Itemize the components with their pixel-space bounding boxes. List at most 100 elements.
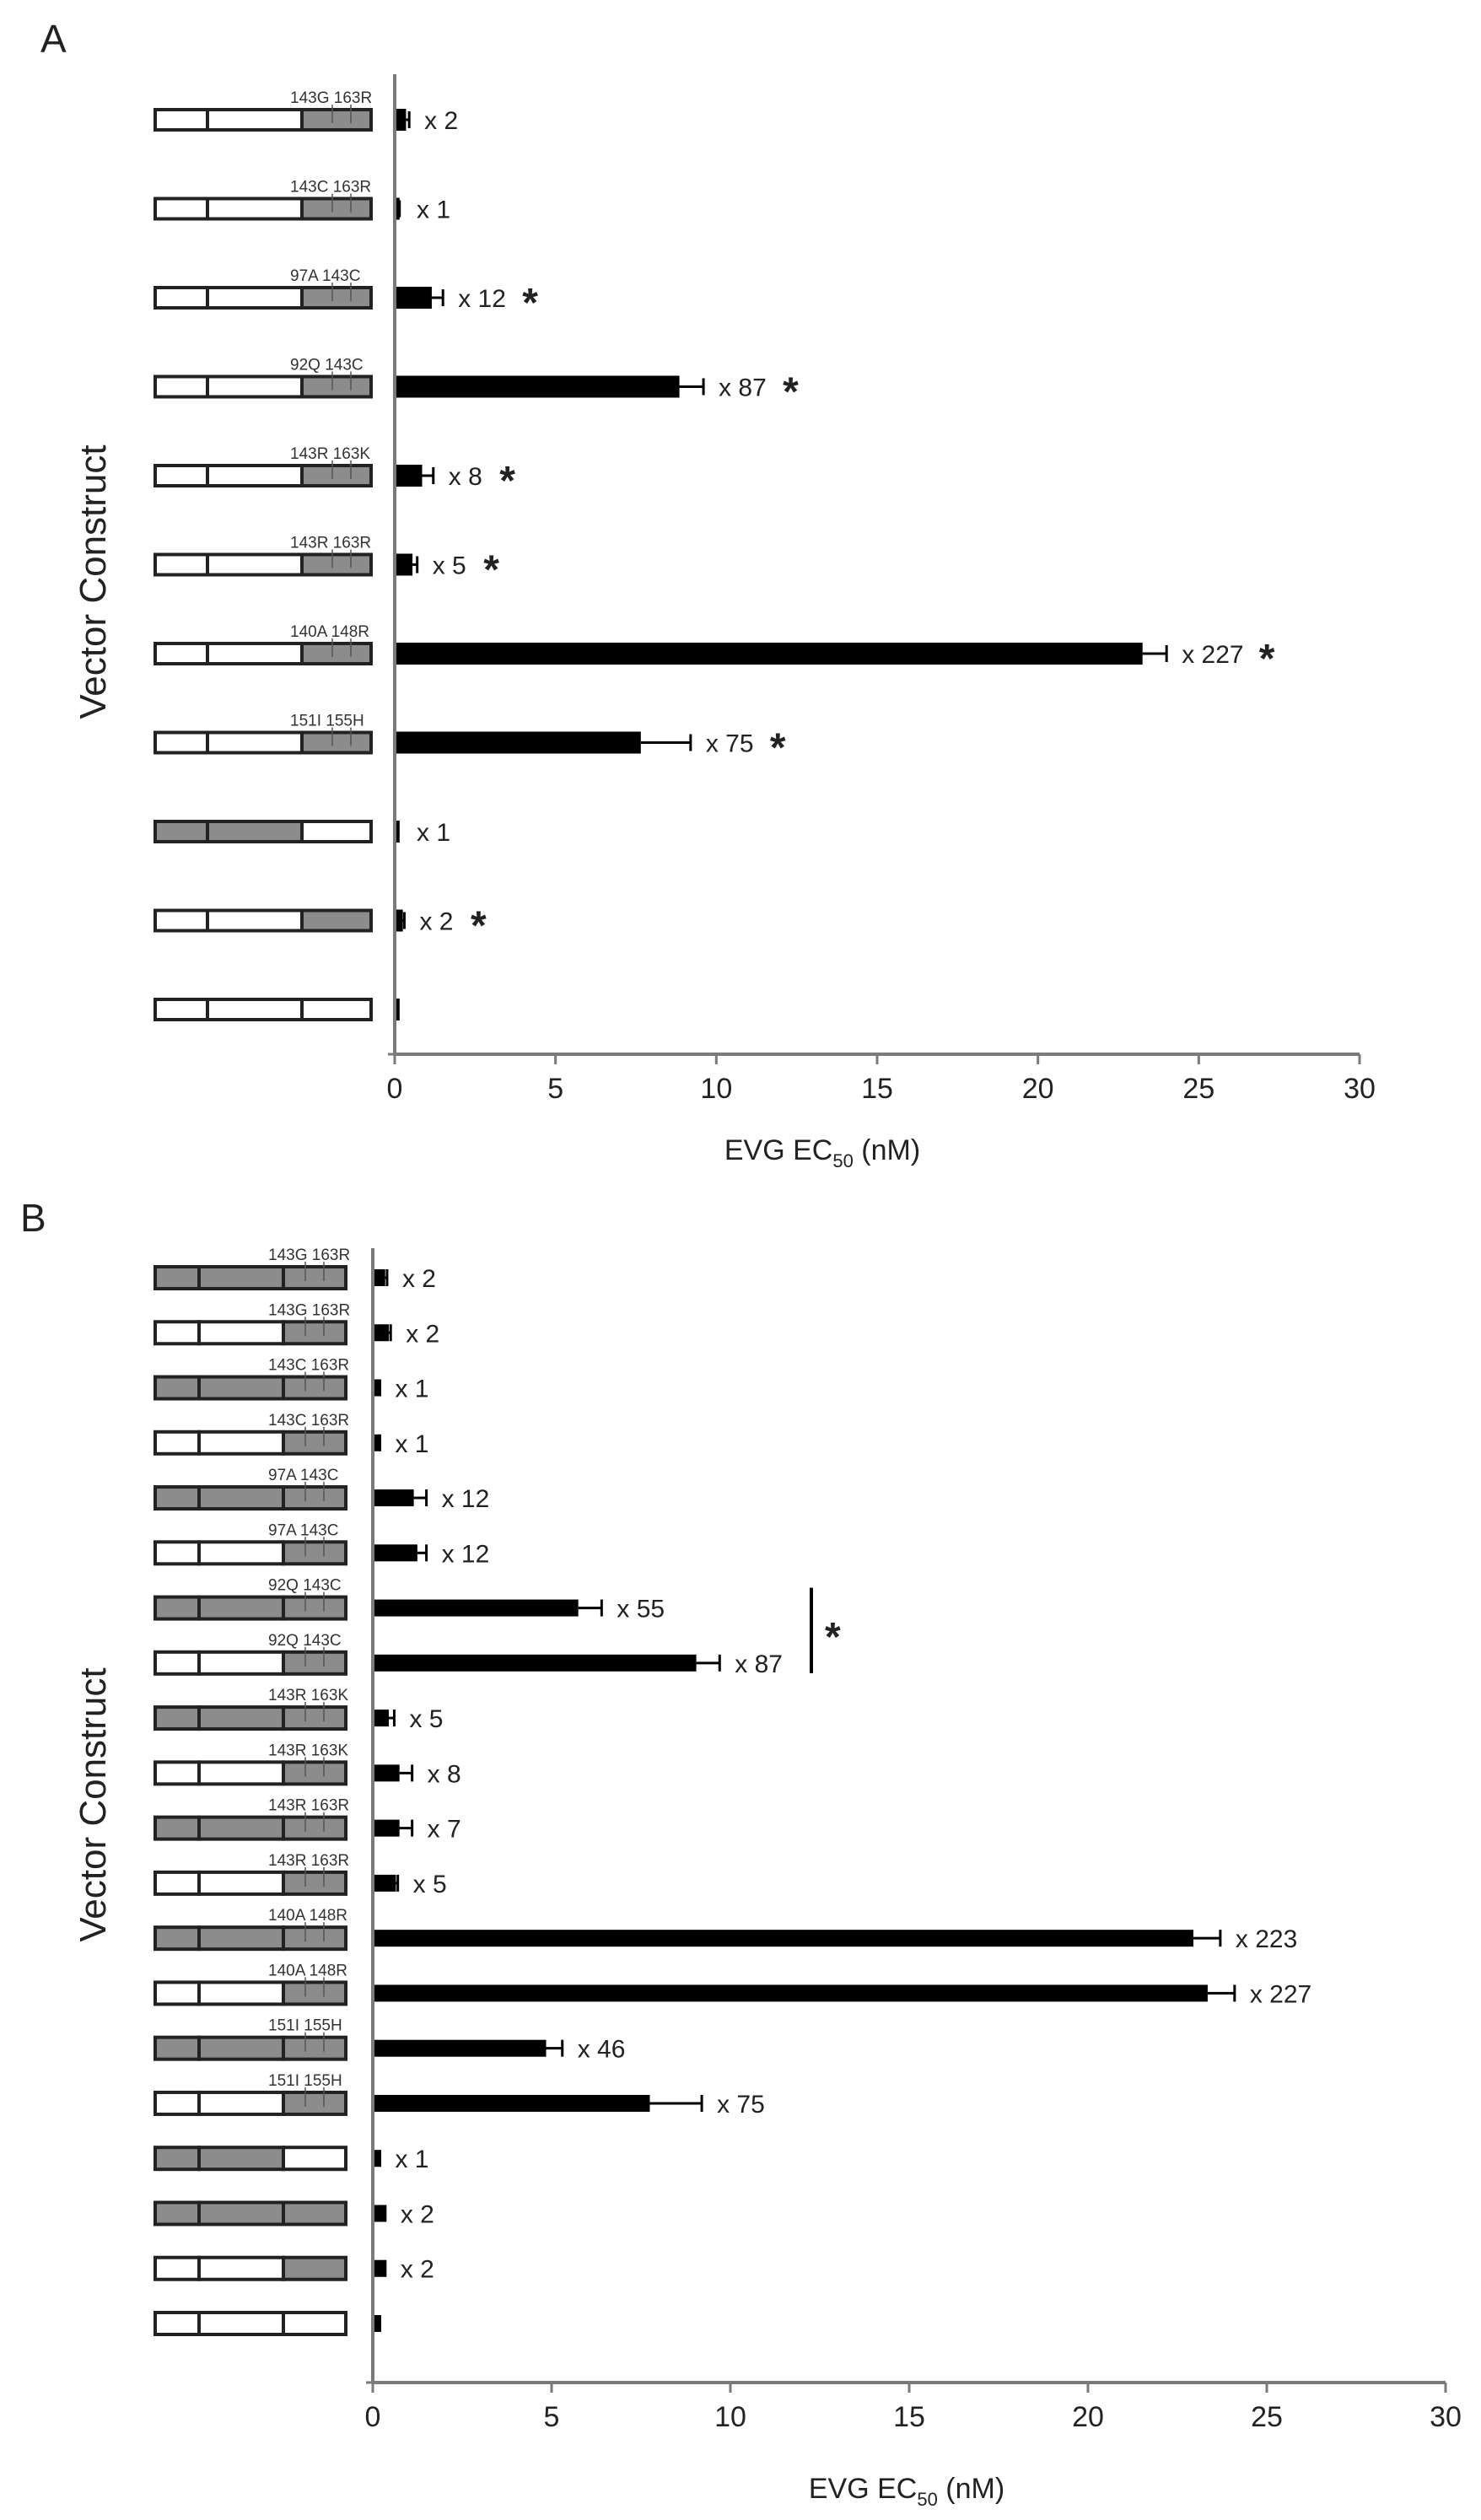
construct-row: 143R 163R x 7 [153,1797,461,1844]
x-tick-label: 5 [547,1073,563,1105]
construct-segment [206,642,304,665]
data-bar [396,465,423,487]
panel-b-significance-bracket: * [810,1587,841,1673]
construct-segment [153,464,209,487]
construct-row: 143R 163R x 5 [153,1852,447,1898]
fold-change-label: x 75 [706,730,754,758]
fold-change-label: x 1 [395,1430,428,1458]
construct-segment [197,1980,285,2006]
significance-star: * [783,370,799,415]
construct-segment [197,2311,285,2336]
data-bar [374,2039,547,2057]
data-bar [374,1434,380,1451]
data-bar [374,2205,385,2222]
construct-segment [300,197,373,221]
bracket-significance-star: * [825,1615,841,1660]
data-bar [396,109,407,131]
construct-row: 143C 163R x 1 [153,1412,429,1458]
construct-segment [197,2035,285,2061]
construct-row: x 2 [153,2200,434,2228]
mutation-label: 143R 163R [268,1797,349,1815]
construct-segment [282,2035,347,2061]
construct-segment [282,2311,347,2336]
construct-segment [197,1815,285,1841]
x-tick-label: 0 [387,1073,403,1105]
construct-segment [153,108,209,132]
data-bar [374,1599,579,1617]
construct-segment [206,908,304,933]
mutation-label: 92Q 143C [268,1632,342,1650]
mutation-label: 143R 163K [268,1687,348,1704]
construct-segment [206,374,304,399]
construct-segment [197,1925,285,1952]
x-tick-label: 30 [1430,2401,1462,2433]
construct-row: 143G 163R x 2 [153,89,458,135]
fold-change-label: x 2 [401,2256,434,2284]
data-bar [396,999,400,1020]
construct-row: 92Q 143C x 87 * [153,357,799,415]
x-tick-label: 0 [365,2401,381,2433]
x-tick-label: 30 [1344,1073,1376,1105]
construct-segment [197,1760,285,1786]
significance-star: * [483,548,499,593]
construct-segment [153,820,209,843]
construct-row: 143G 163R x 2 [153,1247,436,1293]
construct-row [153,2311,381,2336]
construct-segment [153,1980,201,2006]
construct-segment [153,1650,201,1676]
construct-segment [197,2146,285,2172]
construct-segment [153,552,209,577]
construct-segment [153,2200,201,2227]
construct-segment [153,2090,201,2116]
construct-segment [206,197,304,221]
construct-segment [300,464,373,487]
construct-segment [153,286,209,310]
data-bar [374,2315,380,2332]
significance-star: * [770,726,786,771]
construct-segment [197,1375,285,1401]
construct-segment [197,1540,285,1566]
construct-segment [153,2035,201,2061]
x-tick-label: 5 [544,2401,560,2433]
construct-row: 97A 143C x 12 [153,1521,489,1568]
mutation-label: 151I 155H [290,713,364,730]
fold-change-label: x 1 [417,819,450,847]
x-tick-label: 20 [1072,2401,1104,2433]
panel-b-letter: B [20,1196,46,1240]
data-bar [374,2150,380,2167]
construct-segment [153,998,209,1021]
data-bar [396,197,400,220]
fold-change-label: x 2 [406,1320,439,1348]
construct-segment [153,1375,201,1401]
data-bar [374,1269,385,1286]
construct-row: 151I 155H x 75 [153,2072,765,2119]
construct-segment [153,2255,201,2281]
panel-b-x-axis-title: EVG EC50 (nM) [809,2473,1004,2510]
construct-row: 143G 163R x 2 [153,1301,439,1348]
construct-segment [300,820,373,843]
construct-segment [282,1815,347,1841]
fold-change-label: x 8 [428,1760,461,1788]
mutation-label: 143C 163R [268,1357,349,1375]
construct-segment [206,108,304,132]
construct-row: x 1 [153,819,450,847]
fold-change-label: x 87 [735,1650,783,1678]
construct-segment [197,1430,285,1456]
data-bar [396,643,1143,665]
mutation-label: 143G 163R [268,1301,350,1319]
construct-segment [153,1925,201,1952]
construct-segment [153,374,209,399]
mutation-label: 97A 143C [268,1521,338,1539]
construct-segment [282,1650,347,1676]
construct-segment [153,1760,201,1786]
construct-segment [300,374,373,399]
construct-segment [197,1595,285,1621]
data-bar [374,1984,1208,2002]
construct-row: 97A 143C x 12 [153,1467,489,1513]
construct-row: 92Q 143C x 87 [153,1632,783,1678]
mutation-label: 143R 163K [290,445,370,463]
construct-segment [153,1540,201,1566]
data-bar [396,821,400,843]
construct-segment [153,1320,201,1346]
mutation-label: 140A 148R [268,1962,347,1979]
